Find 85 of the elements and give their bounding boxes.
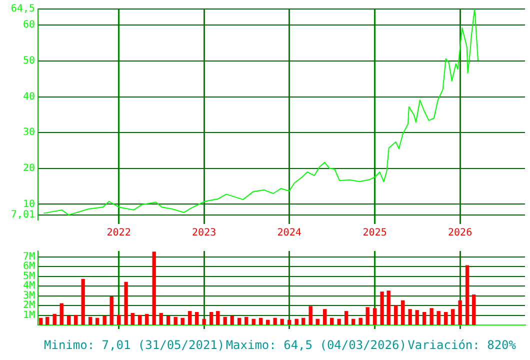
bar <box>465 265 470 325</box>
x-tick-label: 2022 <box>106 228 131 239</box>
bar <box>116 314 121 325</box>
y-tick-label: 10 <box>22 198 35 210</box>
bar <box>96 318 100 325</box>
bar <box>81 278 85 325</box>
bar <box>145 314 149 325</box>
y-tick-label: 64,5 <box>10 4 35 15</box>
bar <box>188 311 192 325</box>
bar <box>110 296 114 325</box>
bar <box>152 252 156 325</box>
x-tick-label: 2024 <box>277 228 302 239</box>
bar <box>230 316 234 325</box>
bar <box>202 318 206 325</box>
y-tick-label: 7M <box>22 251 35 262</box>
bar <box>444 312 448 325</box>
bar <box>102 316 106 325</box>
bar <box>195 312 199 325</box>
bar <box>38 318 43 325</box>
bar <box>138 314 142 325</box>
bar <box>216 311 220 325</box>
y-tick-label: 4M <box>22 280 35 292</box>
bar <box>351 318 356 325</box>
bar <box>415 310 419 325</box>
bar <box>280 318 284 325</box>
y-tick-label: 1M <box>22 310 35 321</box>
bar <box>88 316 92 325</box>
bar <box>422 312 426 325</box>
bar <box>358 318 362 325</box>
bar <box>252 318 256 325</box>
y-tick-label: 20 <box>22 163 35 174</box>
bar <box>166 316 170 325</box>
bar <box>294 318 298 325</box>
bar <box>380 292 384 325</box>
bar <box>472 294 476 325</box>
bar <box>273 318 277 325</box>
bar <box>323 309 327 325</box>
bar <box>394 305 398 325</box>
bar <box>287 320 292 325</box>
bar <box>124 282 128 325</box>
bar <box>408 309 412 325</box>
bar <box>74 314 78 325</box>
bar <box>302 318 306 325</box>
y-tick-label: 50 <box>22 56 35 67</box>
bar <box>372 308 377 325</box>
bar <box>386 290 390 325</box>
bar <box>266 320 270 325</box>
bar <box>67 316 71 325</box>
x-tick-label: 2026 <box>448 228 472 239</box>
y-tick-label: 30 <box>22 127 35 138</box>
bar <box>52 314 56 325</box>
bar <box>330 318 334 325</box>
bar <box>430 308 434 325</box>
y-tick-label: 5M <box>22 270 35 282</box>
text: Minimo: 7,01 (31/05/2021) <box>44 338 225 352</box>
y-tick-label: 7,01 <box>10 210 35 221</box>
bar <box>316 318 320 325</box>
bar <box>130 312 134 325</box>
bar <box>436 311 440 325</box>
x-tick-label: 2023 <box>192 228 216 239</box>
y-tick-label: 6M <box>22 261 35 272</box>
bar <box>401 300 405 325</box>
bar <box>238 318 242 325</box>
bar <box>209 312 214 325</box>
y-tick-label: 60 <box>22 20 35 31</box>
x-tick-label: 2025 <box>362 228 387 239</box>
bar <box>259 318 263 325</box>
bar <box>337 318 341 325</box>
bar <box>223 316 227 325</box>
bar <box>244 316 248 325</box>
bar <box>450 309 455 325</box>
bar <box>159 312 163 325</box>
bar <box>46 316 50 325</box>
bar <box>174 316 178 325</box>
bar <box>344 311 348 325</box>
y-tick-label: 3M <box>22 290 35 302</box>
bar <box>308 306 312 325</box>
text: Maximo: 64,5 (04/03/2026) <box>226 338 406 352</box>
y-tick-label: 2M <box>22 300 35 312</box>
text: Variación: 820% <box>408 338 516 352</box>
bar <box>458 300 462 325</box>
bar <box>60 303 64 325</box>
bar <box>366 307 370 325</box>
y-tick-label: 40 <box>22 91 35 102</box>
bar <box>180 318 184 325</box>
